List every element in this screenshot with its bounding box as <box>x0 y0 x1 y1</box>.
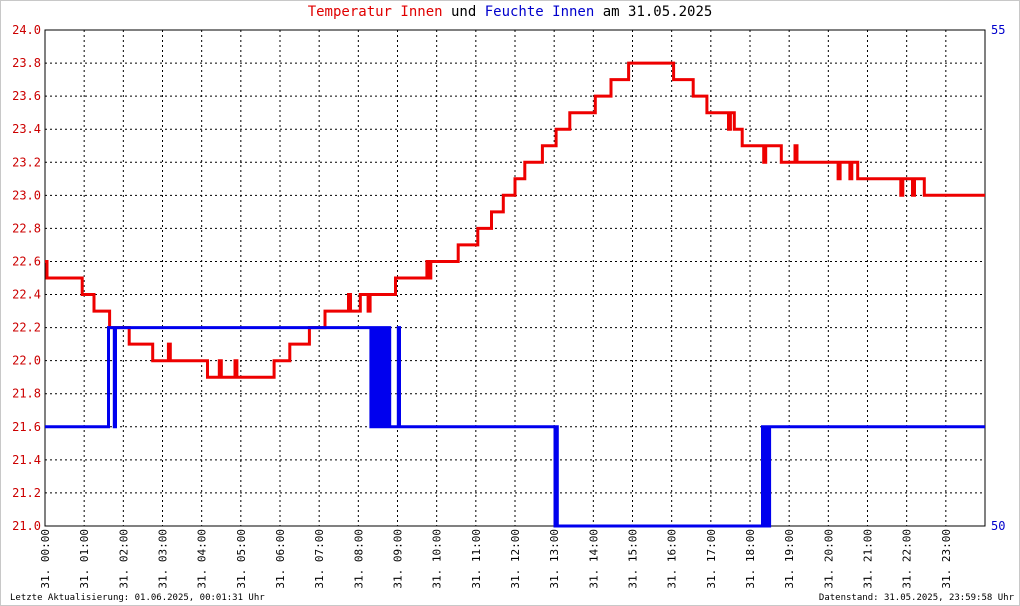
y-left-tick-label: 22.2 <box>12 321 41 335</box>
x-tick-label: 31. 13:00 <box>548 529 561 589</box>
y-left-tick-label: 23.4 <box>12 122 41 136</box>
x-tick-label: 31. 12:00 <box>509 529 522 589</box>
plot-area-border <box>44 29 986 527</box>
footer-data-status: Datenstand: 31.05.2025, 23:59:58 Uhr <box>818 593 1014 603</box>
y-left-tick-label: 21.8 <box>12 387 41 401</box>
x-tick-label: 31. 01:00 <box>78 529 91 589</box>
x-tick-label: 31. 23:00 <box>940 529 953 589</box>
y-left-tick-label: 22.8 <box>12 221 41 235</box>
x-tick-label: 31. 02:00 <box>117 529 130 589</box>
x-tick-label: 31. 03:00 <box>157 529 170 589</box>
title-date: am 31.05.2025 <box>602 4 713 20</box>
x-tick-label: 31. 22:00 <box>901 529 914 589</box>
y-left-tick-label: 24.0 <box>12 23 41 37</box>
x-tick-label: 31. 16:00 <box>666 529 679 589</box>
x-tick-label: 31. 09:00 <box>392 529 405 589</box>
y-right-tick-label: 50 <box>991 519 1005 533</box>
x-tick-label: 31. 21:00 <box>862 529 875 589</box>
x-tick-label: 31. 07:00 <box>313 529 326 589</box>
x-tick-label: 31. 19:00 <box>783 529 796 589</box>
x-tick-label: 31. 11:00 <box>470 529 483 589</box>
footer-last-update: Letzte Aktualisierung: 01.06.2025, 00:01… <box>10 593 265 603</box>
y-left-tick-label: 23.0 <box>12 188 41 202</box>
x-tick-label: 31. 08:00 <box>352 529 365 589</box>
x-tick-label: 31. 18:00 <box>744 529 757 589</box>
x-tick-label: 31. 10:00 <box>431 529 444 589</box>
y-left-tick-label: 22.0 <box>12 354 41 368</box>
title-humidity: Feuchte Innen <box>484 4 595 20</box>
x-tick-label: 31. 15:00 <box>627 529 640 589</box>
title-temperature: Temperatur Innen <box>307 4 443 20</box>
y-left-tick-label: 21.0 <box>12 519 41 533</box>
y-left-tick-label: 23.6 <box>12 89 41 103</box>
x-tick-label: 31. 06:00 <box>274 529 287 589</box>
y-left-tick-label: 21.6 <box>12 420 41 434</box>
y-left-tick-label: 23.8 <box>12 56 41 70</box>
x-tick-label: 31. 00:00 <box>39 529 52 589</box>
series-line-humidity <box>45 326 985 528</box>
y-left-tick-label: 22.4 <box>12 288 41 302</box>
chart-title: Temperatur Innen und Feuchte Innen am 31… <box>0 4 1020 20</box>
y-left-tick-label: 21.2 <box>12 486 41 500</box>
y-left-tick-label: 23.2 <box>12 155 41 169</box>
y-right-tick-label: 55 <box>991 23 1005 37</box>
x-tick-label: 31. 20:00 <box>822 529 835 589</box>
y-left-tick-label: 22.6 <box>12 254 41 268</box>
series-line-temperature <box>45 61 985 379</box>
x-tick-label: 31. 14:00 <box>587 529 600 589</box>
x-tick-label: 31. 17:00 <box>705 529 718 589</box>
y-left-tick-label: 21.4 <box>12 453 41 467</box>
x-tick-label: 31. 04:00 <box>196 529 209 589</box>
x-tick-label: 31. 05:00 <box>235 529 248 589</box>
title-connector: und <box>450 4 477 20</box>
